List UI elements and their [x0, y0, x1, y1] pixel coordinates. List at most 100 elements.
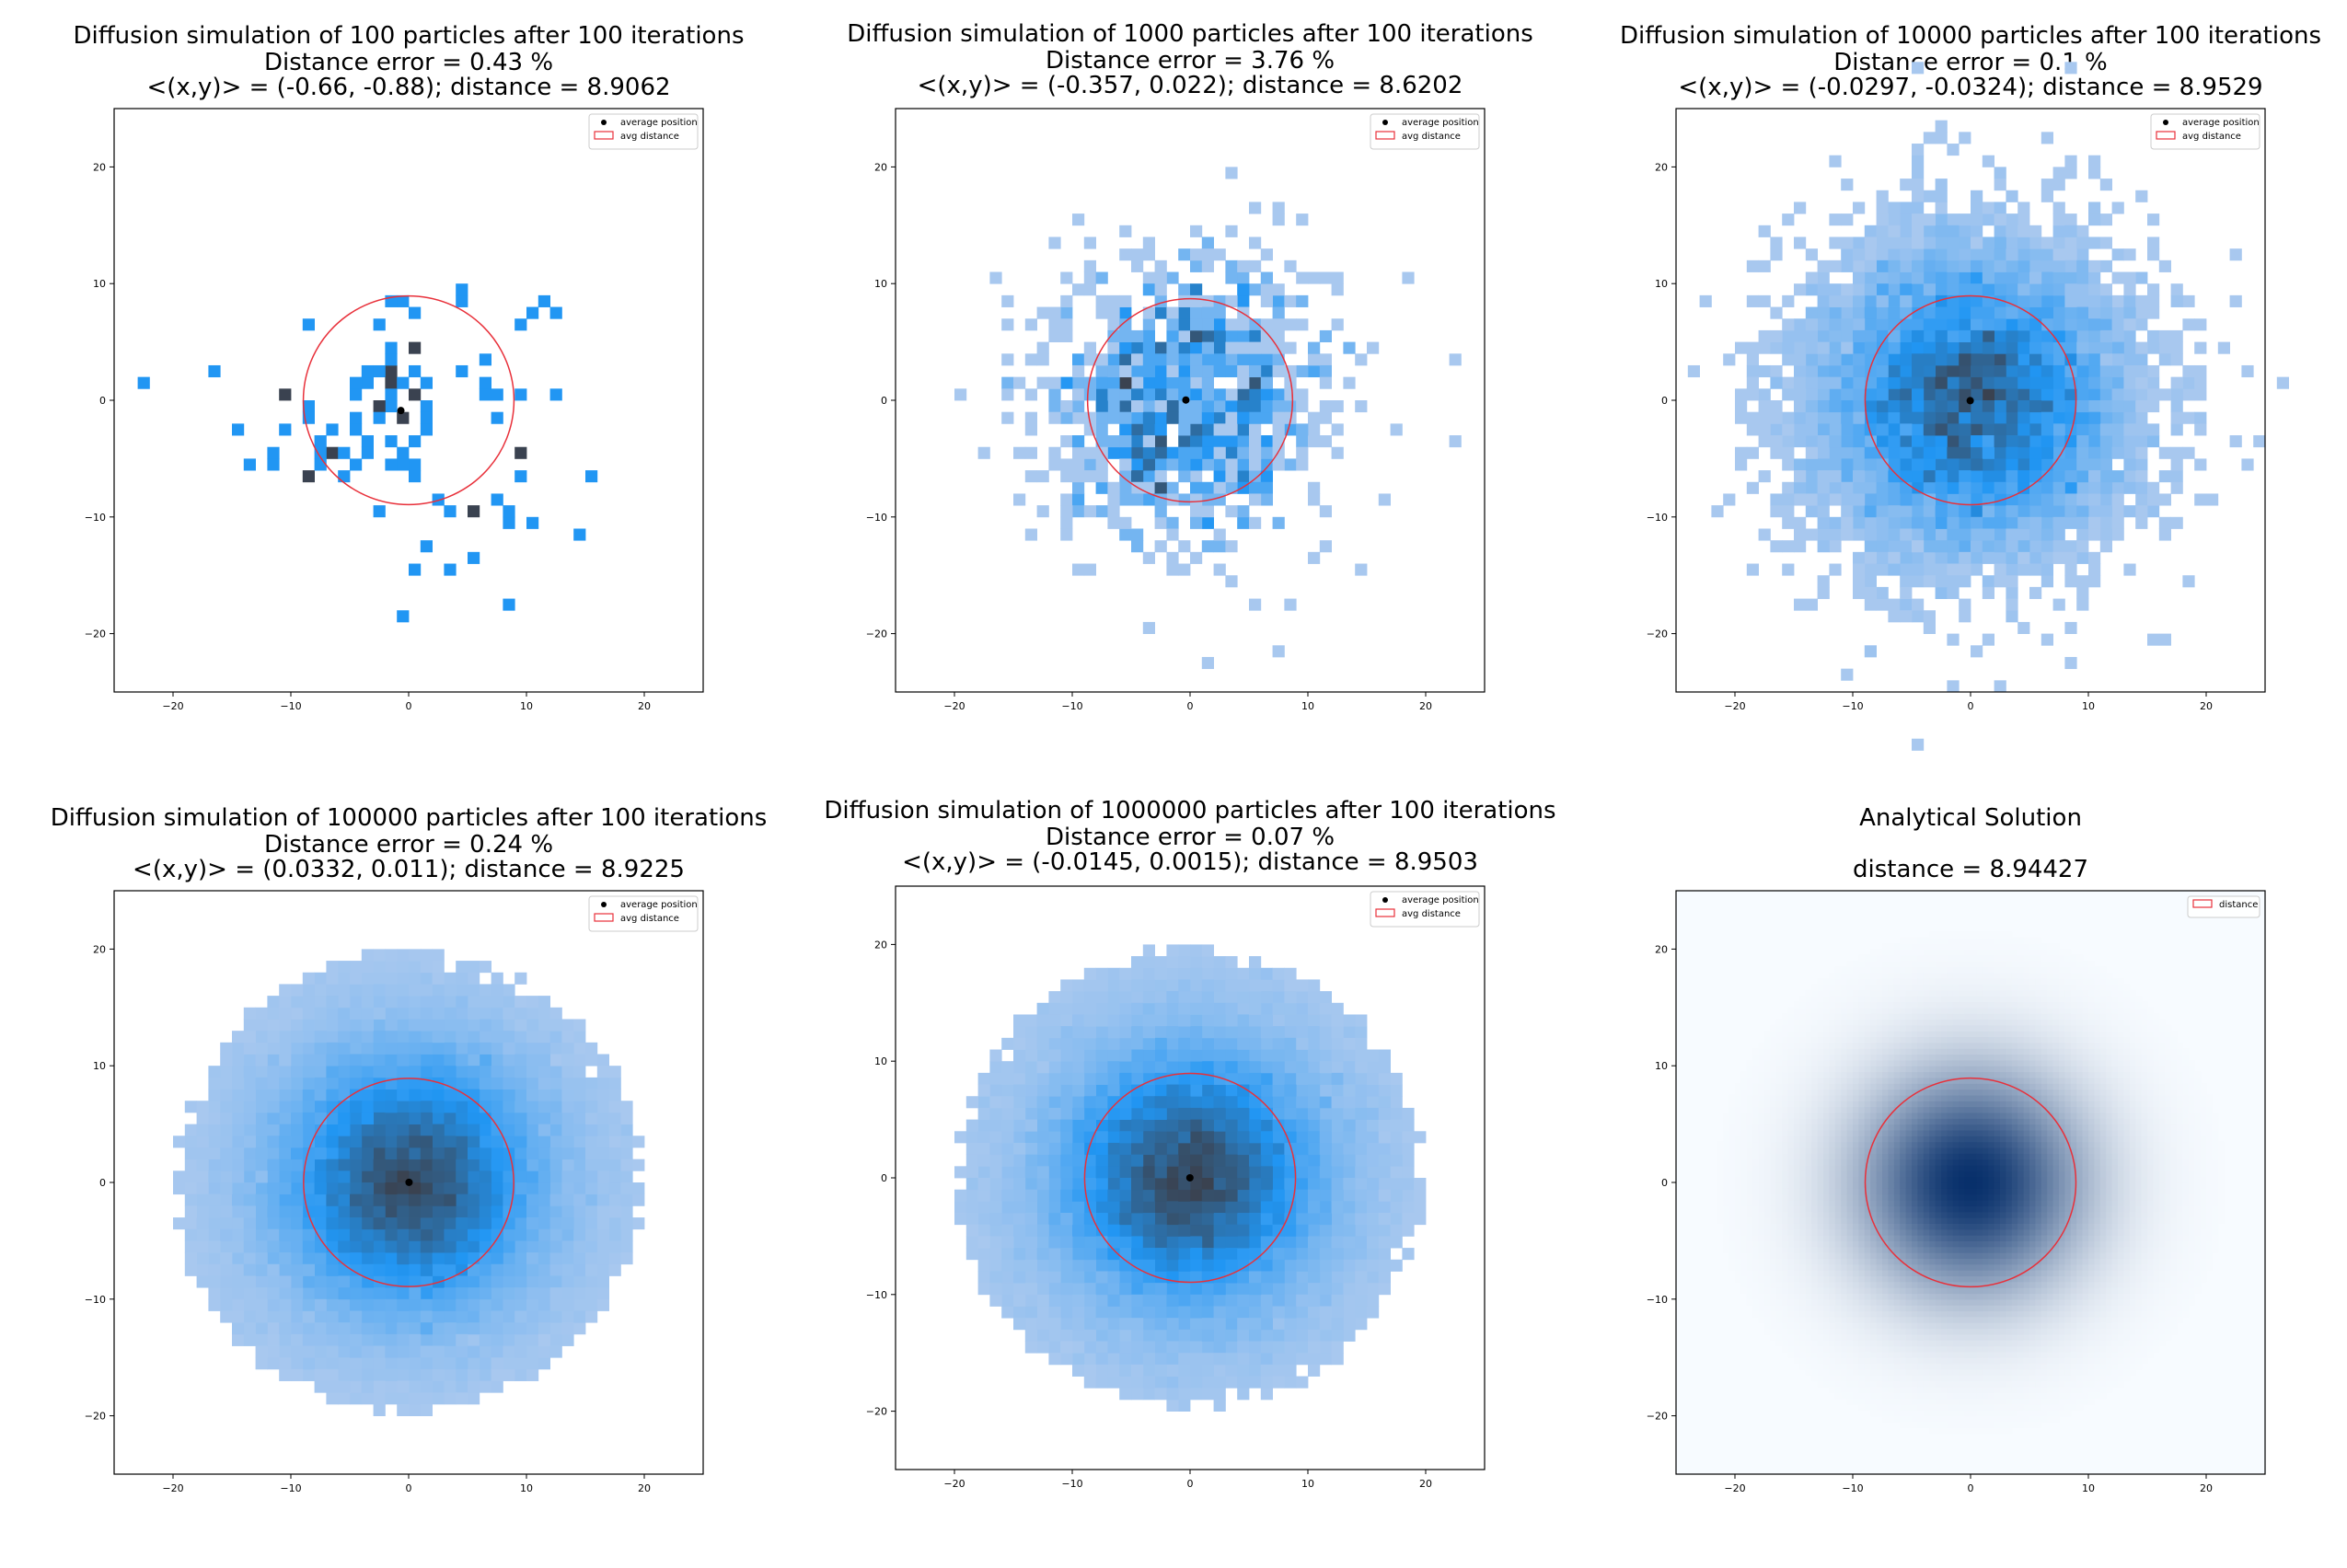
histogram-bin	[1190, 1330, 1202, 1342]
histogram-bin	[208, 1275, 220, 1287]
histogram-bin	[326, 423, 338, 435]
histogram-bin	[989, 1096, 1001, 1108]
histogram-bin	[2135, 365, 2147, 377]
density-cell	[1740, 1170, 1747, 1177]
density-cell	[1806, 1275, 1812, 1282]
histogram-bin	[2230, 435, 2242, 447]
histogram-bin	[1143, 377, 1155, 389]
histogram-bin	[267, 1264, 279, 1276]
histogram-bin	[456, 1182, 468, 1194]
histogram-bin	[291, 1369, 303, 1381]
density-cell	[1747, 1264, 1753, 1271]
x-tick-label: 0	[1187, 1478, 1194, 1490]
histogram-bin	[2053, 400, 2065, 412]
histogram-bin	[1841, 179, 1853, 190]
histogram-bin	[1320, 1096, 1332, 1108]
histogram-bin	[1214, 1201, 1226, 1213]
histogram-bin	[2053, 248, 2065, 260]
histogram-bin	[1072, 1073, 1084, 1085]
histogram-bin	[966, 1213, 978, 1225]
histogram-bin	[1983, 283, 1994, 295]
histogram-bin	[2100, 482, 2112, 494]
histogram-bin	[1001, 1166, 1013, 1178]
histogram-bin	[1084, 1073, 1096, 1085]
density-cell	[1799, 1130, 1806, 1136]
histogram-bin	[409, 435, 421, 447]
histogram-bin	[1107, 295, 1119, 307]
histogram-bin	[1048, 307, 1060, 319]
histogram-bin	[1143, 1318, 1155, 1330]
histogram-bin	[538, 1229, 550, 1241]
histogram-bin	[538, 1101, 550, 1113]
histogram-bin	[468, 1264, 480, 1276]
histogram-bin	[421, 1369, 433, 1381]
density-cell	[1717, 1212, 1724, 1218]
density-cell	[1799, 1008, 1806, 1014]
density-cell	[1776, 1299, 1783, 1306]
histogram-bin	[989, 1085, 1001, 1097]
density-cell	[1806, 1194, 1812, 1201]
histogram-bin	[1001, 1295, 1013, 1307]
histogram-bin	[1096, 1178, 1108, 1190]
density-cell	[1806, 1223, 1812, 1229]
histogram-bin	[1237, 991, 1249, 1003]
histogram-bin	[1959, 132, 1971, 144]
histogram-bin	[2006, 342, 2017, 354]
histogram-bin	[1936, 353, 1948, 365]
density-cell	[1759, 1060, 1765, 1066]
density-cell	[1806, 1205, 1812, 1212]
histogram-bin	[620, 1170, 632, 1182]
histogram-bin	[1912, 552, 1924, 564]
histogram-bin	[1759, 225, 1771, 237]
density-cell	[1806, 1364, 1812, 1370]
histogram-bin	[2147, 388, 2159, 400]
histogram-bin	[1237, 1096, 1249, 1108]
density-cell	[1776, 1329, 1783, 1335]
legend-label: avg distance	[2182, 132, 2241, 142]
density-cell	[1782, 1124, 1788, 1131]
density-cell	[1806, 1305, 1812, 1311]
histogram-bin	[1107, 991, 1119, 1003]
histogram-bin	[385, 1229, 397, 1241]
histogram-bin	[315, 1205, 327, 1217]
histogram-bin	[385, 1392, 397, 1404]
histogram-bin	[2171, 353, 2183, 365]
histogram-bin	[1273, 423, 1285, 435]
histogram-bin	[1166, 377, 1178, 389]
histogram-bin	[550, 1113, 562, 1124]
density-cell	[1764, 1229, 1771, 1236]
histogram-bin	[585, 1090, 597, 1101]
histogram-bin	[350, 377, 362, 389]
histogram-bin	[244, 1136, 256, 1147]
density-cell	[1752, 1060, 1759, 1066]
histogram-bin	[1284, 991, 1296, 1003]
histogram-bin	[1048, 1353, 1060, 1365]
histogram-bin	[256, 1170, 268, 1182]
histogram-bin	[279, 1078, 291, 1090]
histogram-bin	[1143, 1108, 1155, 1120]
histogram-bin	[2076, 412, 2088, 424]
histogram-bin	[1912, 739, 1924, 751]
histogram-bin	[385, 973, 397, 985]
density-cell	[1752, 1240, 1759, 1247]
histogram-bin	[1190, 552, 1202, 564]
histogram-bin	[1391, 1260, 1403, 1272]
density-cell	[1806, 1235, 1812, 1241]
histogram-bin	[1284, 1108, 1296, 1120]
histogram-bin	[1332, 1306, 1344, 1318]
density-cell	[1752, 1310, 1759, 1317]
histogram-bin	[1166, 1353, 1178, 1365]
histogram-bin	[409, 1334, 421, 1346]
histogram-bin	[2194, 388, 2206, 400]
density-cell	[1740, 1124, 1747, 1131]
histogram-bin	[1367, 1131, 1379, 1143]
histogram-bin	[1284, 1353, 1296, 1365]
density-cell	[1729, 1247, 1736, 1253]
histogram-bin	[1143, 1131, 1155, 1143]
histogram-bin	[1237, 968, 1249, 980]
histogram-bin	[1096, 1342, 1108, 1354]
histogram-bin	[2041, 248, 2053, 260]
histogram-bin	[185, 1182, 197, 1194]
histogram-bin	[2135, 447, 2147, 459]
density-cell	[1759, 1212, 1765, 1218]
